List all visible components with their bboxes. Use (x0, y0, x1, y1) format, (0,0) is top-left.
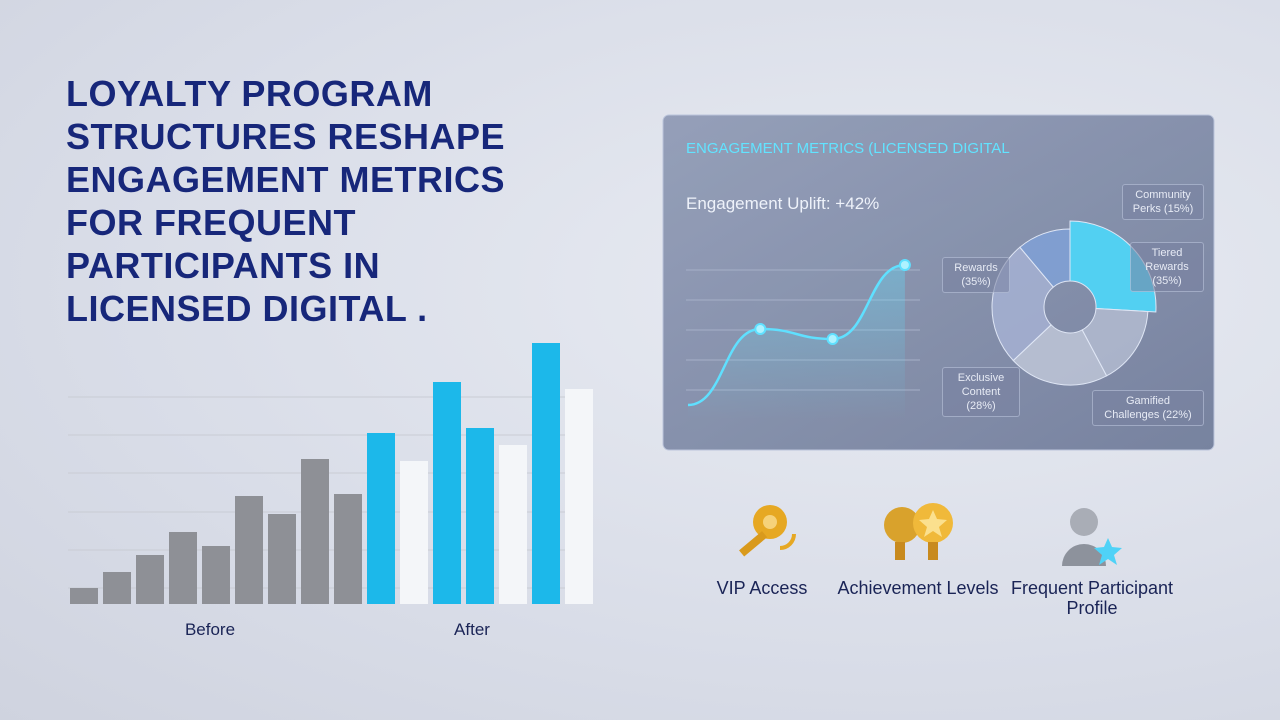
bar (532, 343, 560, 604)
pie-label: Gamified Challenges (22%) (1092, 390, 1204, 426)
pie-slice (1081, 307, 1149, 377)
bar (565, 389, 593, 604)
pie-label: Community Perks (15%) (1122, 184, 1204, 220)
bar (268, 514, 296, 604)
bar (202, 546, 230, 604)
pie-label: Tiered Rewards (35%) (1130, 242, 1204, 292)
group-label: Before (185, 620, 235, 639)
bar (334, 494, 362, 604)
headline-line: PARTICIPANTS IN (66, 245, 381, 286)
headline-line: STRUCTURES RESHAPE (66, 116, 506, 157)
line (687, 263, 905, 407)
headline: LOYALTY PROGRAM STRUCTURES RESHAPE ENGAGEM… (66, 72, 505, 330)
pie-label: Rewards (35%) (942, 257, 1010, 293)
line-point (754, 323, 767, 335)
bar (136, 555, 164, 604)
bar (235, 496, 263, 604)
bar (433, 382, 461, 604)
line-point (898, 259, 911, 271)
achievement-icon (884, 503, 953, 560)
headline-line: LOYALTY PROGRAM (66, 73, 433, 114)
group-label: After (454, 620, 490, 639)
bar (367, 433, 395, 604)
bar (466, 428, 494, 604)
pie-slice (1012, 324, 1108, 386)
bar (400, 461, 428, 604)
profile-icon (1062, 508, 1122, 566)
pie-slice (1019, 228, 1071, 288)
feature-label: Frequent Participant Profile (1010, 578, 1174, 618)
feature-label: VIP Access (716, 578, 808, 598)
bar (103, 572, 131, 604)
line-area (688, 265, 905, 420)
uplift: Engagement Uplift: +42% (686, 194, 879, 213)
line-point (826, 333, 839, 345)
vip-icon (739, 505, 796, 557)
headline-line: ENGAGEMENT METRICS (66, 159, 506, 200)
bar (70, 588, 98, 604)
pie-label: Exclusive Content (28%) (942, 367, 1020, 417)
feature-label: Achievement Levels (837, 578, 999, 598)
panel-title: ENGAGEMENT METRICS (LICENSED DIGITAL (686, 140, 1010, 157)
bar (499, 445, 527, 604)
headline-line: FOR FREQUENT (66, 202, 356, 243)
headline-line: LICENSED DIGITAL . (66, 288, 428, 329)
bar (301, 459, 329, 604)
bar (169, 532, 197, 604)
